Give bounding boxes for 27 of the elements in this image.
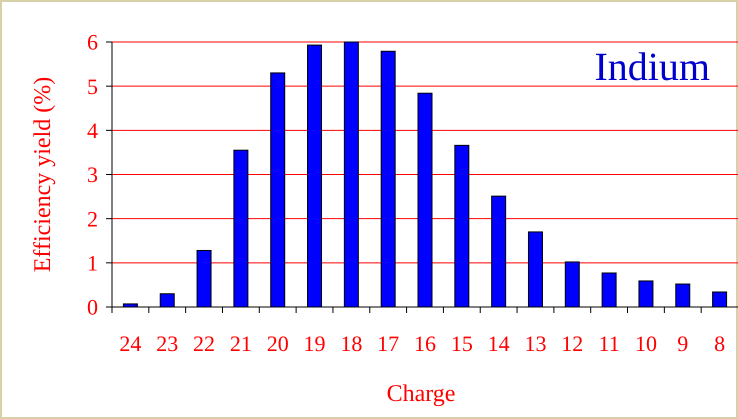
x-tick-label: 21: [230, 331, 252, 356]
chart-title: Indium: [594, 44, 710, 89]
y-tick-label: 0: [87, 294, 98, 320]
y-axis-title: Efficiency yield (%): [30, 76, 56, 272]
x-tick-label: 13: [524, 331, 546, 356]
x-tick-label: 20: [266, 331, 289, 356]
y-tick-label: 1: [87, 250, 98, 276]
x-tick-label: 22: [193, 331, 216, 356]
y-tick-label: 6: [87, 30, 98, 55]
x-axis-title: Charge: [386, 381, 456, 407]
x-tick-label: 9: [677, 331, 688, 356]
x-tick-label: 10: [634, 331, 657, 356]
x-tick-label: 24: [119, 331, 142, 356]
x-tick-label: 23: [156, 331, 178, 356]
x-tick-label: 11: [598, 331, 620, 356]
x-tick-label: 14: [488, 331, 510, 356]
x-tick-label: 17: [377, 331, 400, 356]
x-tick-label: 19: [304, 331, 326, 356]
x-tick-label: 8: [714, 331, 726, 356]
x-tick-label: 18: [340, 331, 362, 356]
y-tick-label: 2: [87, 206, 98, 232]
x-tick-label: 12: [561, 331, 584, 356]
y-tick-label: 5: [87, 74, 98, 99]
x-tick-label: 16: [414, 331, 436, 356]
y-tick-label: 3: [87, 162, 98, 188]
x-tick-label: 15: [450, 331, 473, 356]
y-tick-label: 4: [87, 118, 98, 144]
